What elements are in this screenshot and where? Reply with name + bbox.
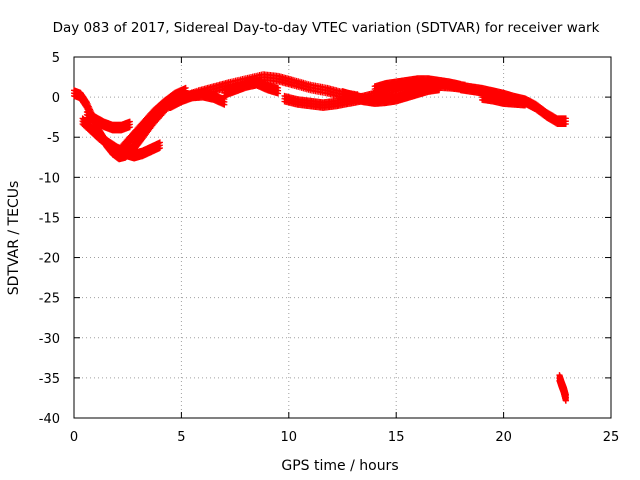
y-tick-label: -35 xyxy=(39,372,60,387)
chart-title: Day 083 of 2017, Sidereal Day-to-day VTE… xyxy=(53,20,600,36)
x-tick-label: 20 xyxy=(495,430,512,445)
y-tick-label: 5 xyxy=(52,51,60,66)
series-outlier xyxy=(556,372,569,404)
series-track-3 xyxy=(83,108,133,134)
x-tick-label: 5 xyxy=(177,430,185,445)
plot-frame xyxy=(73,56,612,419)
y-tick-label: -40 xyxy=(39,412,60,427)
data-point xyxy=(126,118,133,125)
series-track-6 xyxy=(221,76,282,99)
data-point xyxy=(156,139,163,146)
axis-ticks: 0 5 10 15 20 25 5 0 -5 -10 -15 -20 -25 -30 -35 -40 xyxy=(39,51,620,445)
y-axis-label: SDTVAR / TECUs xyxy=(6,181,22,296)
data-point xyxy=(562,115,569,122)
x-tick-label: 10 xyxy=(281,430,298,445)
x-tick-label: 0 xyxy=(70,430,78,445)
data-point xyxy=(275,84,282,91)
y-tick-label: 0 xyxy=(52,91,60,106)
y-tick-label: -15 xyxy=(39,211,60,226)
y-tick-label: -25 xyxy=(39,292,60,307)
series-track-9 xyxy=(371,75,464,95)
y-tick-label: -30 xyxy=(39,332,60,347)
x-tick-label: 25 xyxy=(603,430,620,445)
data-point xyxy=(562,392,569,399)
series-track-8 xyxy=(339,81,443,107)
series-track-11 xyxy=(479,91,529,109)
x-tick-label: 15 xyxy=(388,430,405,445)
y-tick-label: -10 xyxy=(39,171,60,186)
data-point xyxy=(522,96,529,103)
y-tick-label: -20 xyxy=(39,252,60,267)
x-axis-label: GPS time / hours xyxy=(281,458,398,474)
data-points xyxy=(71,71,569,404)
data-point xyxy=(182,84,189,91)
y-tick-label: -5 xyxy=(47,131,60,146)
